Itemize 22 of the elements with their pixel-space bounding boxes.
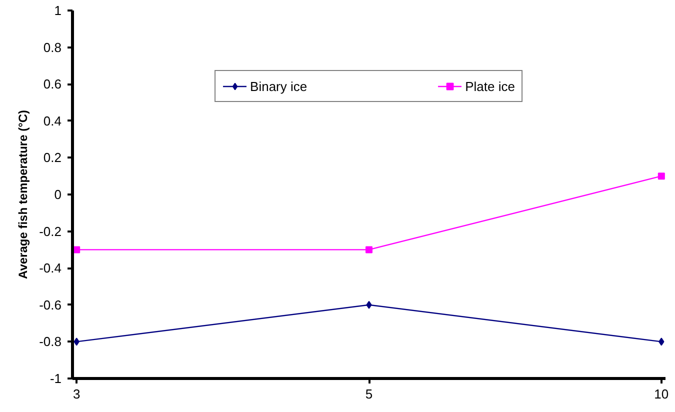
y-tick-label: 0.2 [43, 150, 62, 166]
point [366, 246, 372, 254]
x-tick-label: 3 [72, 386, 80, 402]
x-tick-label: 5 [365, 386, 373, 402]
x-tick-label: 10 [654, 386, 669, 402]
legend-label: Plate ice [465, 78, 515, 94]
point [74, 338, 80, 346]
y-tick-label: 0.4 [43, 113, 62, 128]
point [366, 300, 372, 309]
y-axis-title: Average fish temperature (°C) [16, 110, 30, 280]
y-tick-label: 0.6 [43, 76, 62, 92]
y-tick-label: -0.6 [39, 297, 62, 312]
y-tick-label: -0.2 [39, 224, 62, 239]
point [658, 172, 665, 180]
y-tick-label: -0.4 [39, 260, 62, 276]
y-tick-label: -0.8 [39, 334, 62, 350]
point [658, 338, 664, 346]
y-tick-label: -1 [50, 371, 62, 386]
y-tick-label: 1 [54, 3, 62, 18]
y-tick-label: 0 [54, 187, 62, 202]
legend-label: Binary ice [250, 78, 308, 94]
y-tick-label: 0.8 [43, 40, 62, 55]
